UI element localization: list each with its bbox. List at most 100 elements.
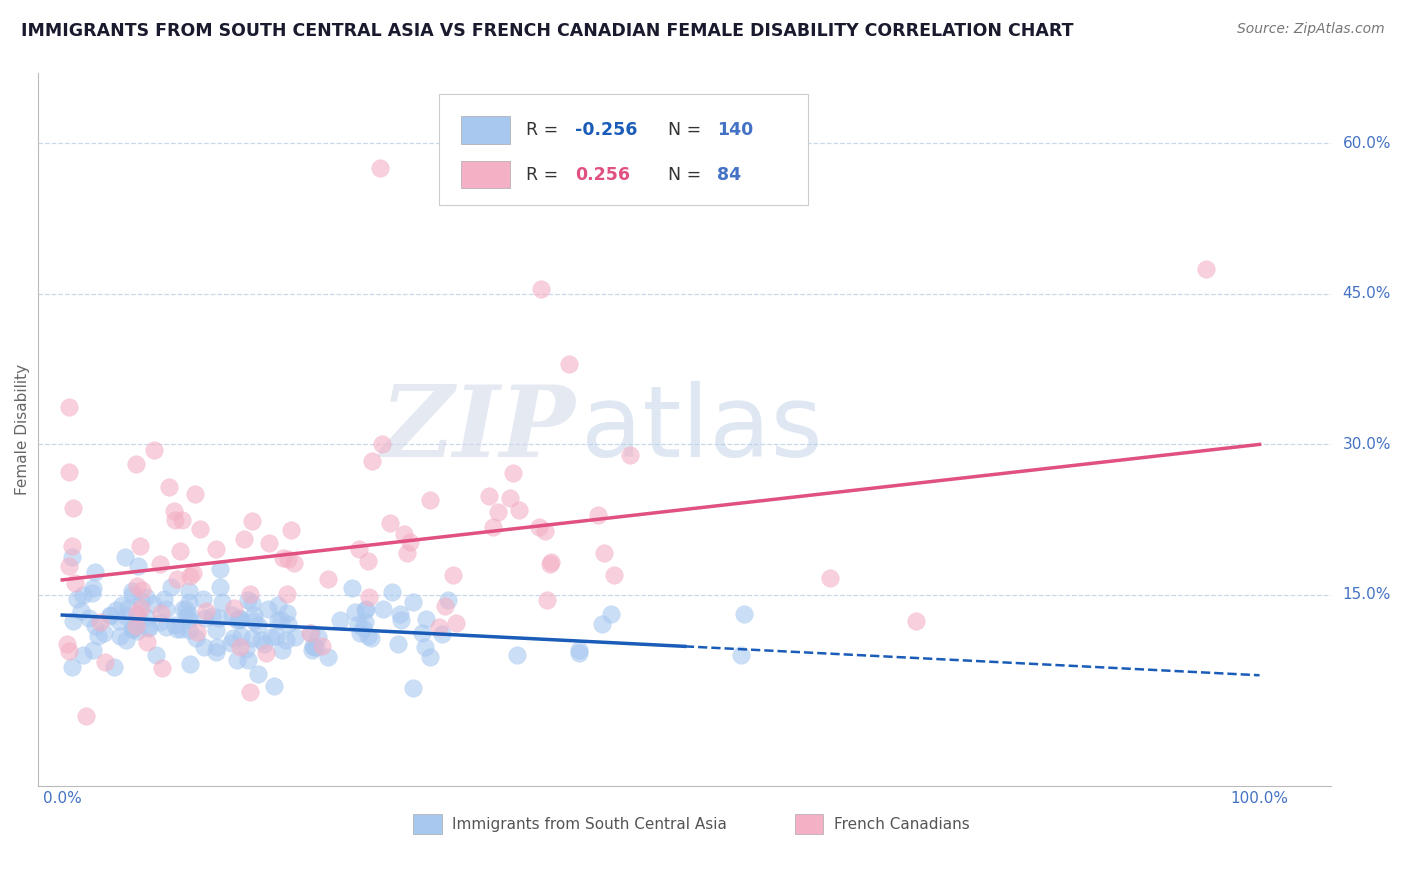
Text: N =: N = <box>668 121 707 139</box>
Point <box>125 579 148 593</box>
Point <box>430 627 453 641</box>
Point <box>160 580 183 594</box>
Point <box>389 607 412 621</box>
Point <box>361 454 384 468</box>
Point <box>441 568 464 582</box>
Point <box>183 487 205 501</box>
Point <box>533 524 555 539</box>
Point <box>174 609 197 624</box>
Point <box>242 596 264 610</box>
Text: N =: N = <box>668 166 707 184</box>
Point <box>347 616 370 631</box>
Point <box>499 491 522 505</box>
Point <box>239 685 262 699</box>
Point <box>77 611 100 625</box>
Text: 45.0%: 45.0% <box>1343 286 1391 301</box>
Point <box>121 588 143 602</box>
Point <box>188 522 211 536</box>
Point <box>82 586 104 600</box>
Point <box>360 631 382 645</box>
Point <box>145 648 167 662</box>
Point <box>340 581 363 595</box>
Point <box>603 567 626 582</box>
Point <box>127 608 149 623</box>
Point <box>165 513 187 527</box>
Point <box>179 583 201 598</box>
Text: 0.256: 0.256 <box>575 166 630 184</box>
Point <box>380 516 402 531</box>
Y-axis label: Female Disability: Female Disability <box>15 364 30 495</box>
Point <box>370 437 392 451</box>
Point <box>284 630 307 644</box>
Text: -0.256: -0.256 <box>575 121 637 139</box>
Point <box>357 554 380 568</box>
Point <box>138 620 160 634</box>
Point <box>87 629 110 643</box>
Point <box>205 623 228 637</box>
Point <box>240 631 263 645</box>
Point <box>141 598 163 612</box>
Point <box>82 643 104 657</box>
Point <box>115 609 138 624</box>
Point <box>122 622 145 636</box>
Point <box>211 595 233 609</box>
Point <box>373 602 395 616</box>
Point <box>344 605 367 619</box>
Text: 84: 84 <box>717 166 741 184</box>
Text: Source: ZipAtlas.com: Source: ZipAtlas.com <box>1237 22 1385 37</box>
Point <box>193 611 215 625</box>
Point <box>94 655 117 669</box>
Point <box>481 520 503 534</box>
Point <box>129 600 152 615</box>
Point <box>107 614 129 628</box>
Point <box>402 681 425 695</box>
Point <box>277 617 299 632</box>
Point <box>536 593 558 607</box>
Point <box>354 602 377 616</box>
Point <box>155 620 177 634</box>
Point <box>58 400 80 414</box>
Point <box>329 613 352 627</box>
Point <box>58 558 80 573</box>
Point <box>205 541 228 556</box>
Point <box>236 653 259 667</box>
Point <box>103 660 125 674</box>
Point <box>104 603 127 617</box>
Point <box>304 640 326 655</box>
Point <box>150 606 173 620</box>
Point <box>429 620 451 634</box>
Point <box>307 630 329 644</box>
Point <box>242 614 264 628</box>
Point <box>235 642 257 657</box>
Point <box>588 508 610 522</box>
Point <box>115 633 138 648</box>
Text: 15.0%: 15.0% <box>1343 588 1391 602</box>
Point <box>254 646 277 660</box>
Point <box>239 587 262 601</box>
Point <box>301 643 323 657</box>
Point <box>280 524 302 538</box>
Point <box>219 636 242 650</box>
Point <box>354 603 377 617</box>
Text: atlas: atlas <box>582 381 823 478</box>
Point <box>558 357 581 371</box>
Point <box>179 623 201 637</box>
Point <box>264 628 287 642</box>
Point <box>131 582 153 597</box>
Point <box>394 526 416 541</box>
Point <box>298 626 321 640</box>
Point <box>733 607 755 622</box>
Text: Immigrants from South Central Asia: Immigrants from South Central Asia <box>453 817 727 832</box>
Point <box>224 600 246 615</box>
Point <box>62 501 84 516</box>
Point <box>63 575 86 590</box>
Text: French Canadians: French Canadians <box>834 817 969 832</box>
Point <box>316 650 339 665</box>
Point <box>305 640 328 655</box>
Point <box>354 615 377 629</box>
Point <box>368 161 391 176</box>
Point <box>591 616 613 631</box>
FancyBboxPatch shape <box>794 814 824 834</box>
Point <box>508 502 530 516</box>
Point <box>163 618 186 632</box>
